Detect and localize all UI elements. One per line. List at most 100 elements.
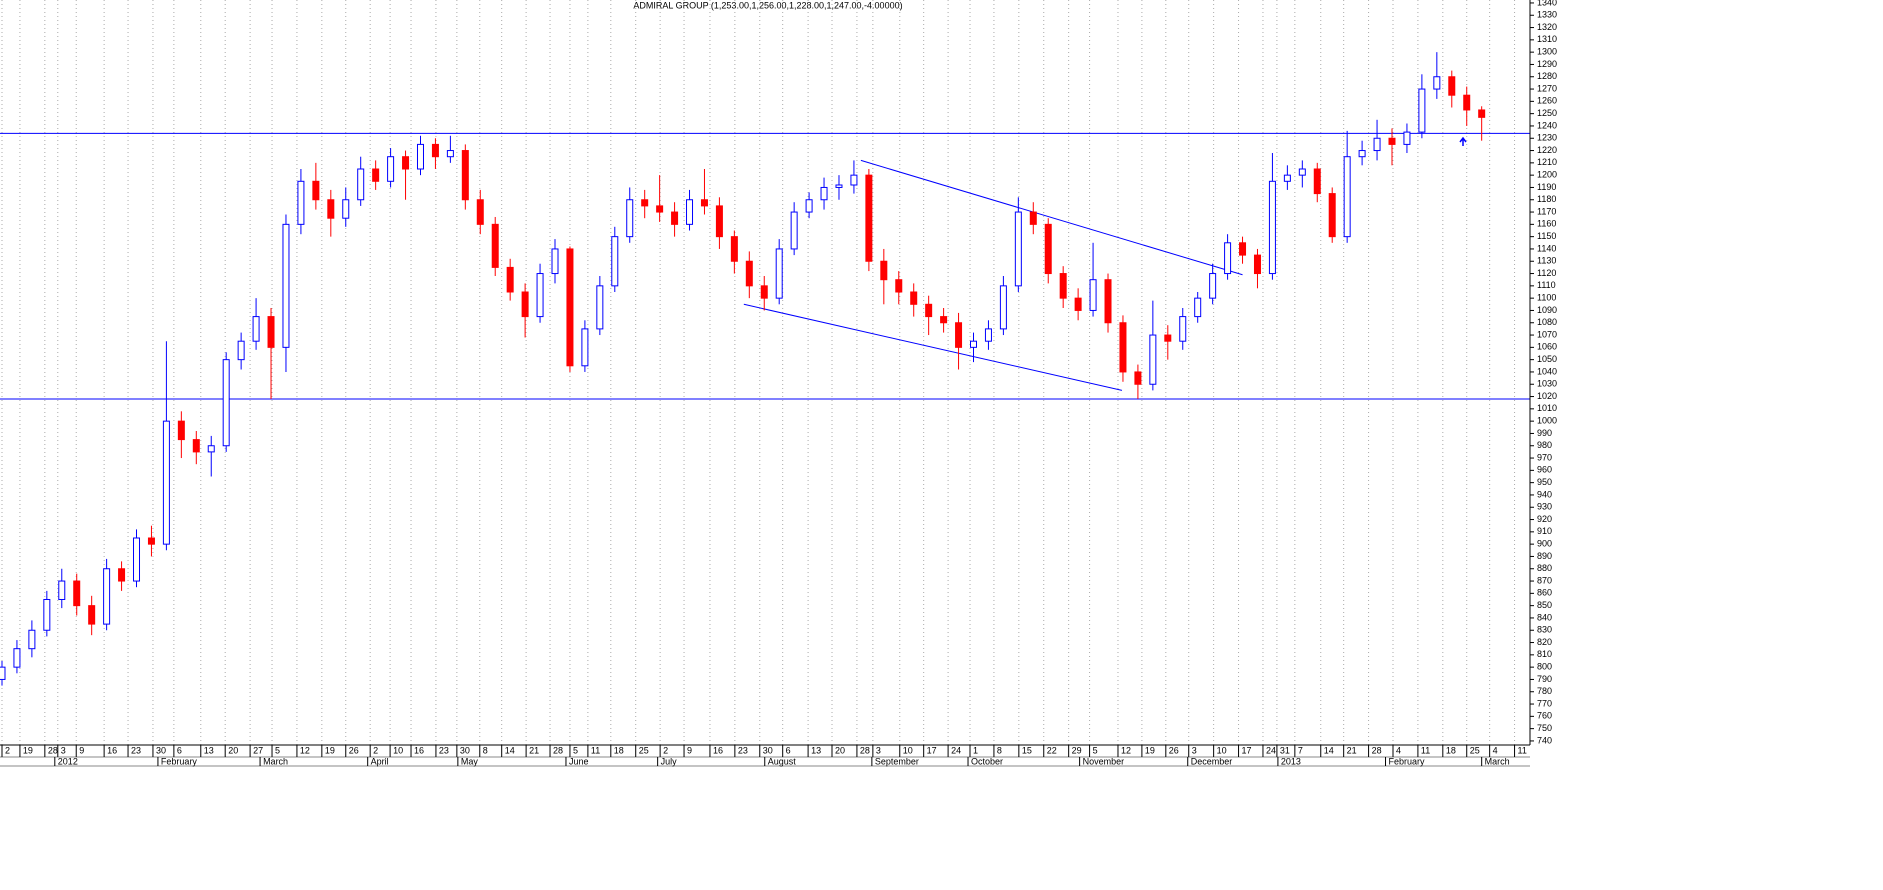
trend-line [743,303,1123,391]
x-tick-label: 3 [1192,745,1197,755]
x-tick-label: 4 [1493,745,1498,755]
candle-body [760,285,768,299]
x-tick-label: 27 [253,745,263,755]
candle-body [103,568,111,625]
candle-body [207,445,215,453]
y-tick-label: 1220 [1537,145,1557,155]
candle-body [1044,223,1052,275]
y-tick-label: 1170 [1537,206,1556,216]
x-tick-label: 17 [1242,745,1252,755]
x-tick-label: 24 [951,745,961,755]
y-tick-label: 970 [1537,452,1552,462]
candle-body [162,420,170,545]
x-tick-label: 16 [414,745,424,755]
x-tick-label: 17 [927,745,937,755]
candle-body [402,156,410,170]
candle-body [1358,150,1366,158]
x-tick-label: 23 [131,745,141,755]
candle-body [416,143,424,170]
candle-body [581,328,589,367]
y-tick-label: 960 [1537,465,1552,475]
y-tick-label: 740 [1537,735,1552,745]
x-tick-label: 5 [1093,745,1098,755]
candle-body [491,223,499,268]
y-tick-label: 820 [1537,637,1552,647]
x-tick-label: 7 [1298,745,1303,755]
x-tick-label: 28 [860,745,870,755]
x-tick-label: 21 [529,745,539,755]
x-tick-label: 12 [1121,745,1131,755]
candle-body [506,266,514,293]
month-label: July [661,756,678,766]
y-tick-label: 940 [1537,489,1552,499]
candle-body [566,248,574,367]
month-label: August [768,756,797,766]
candle-body [775,248,783,299]
y-tick-label: 1200 [1537,170,1557,180]
candle-body [521,291,529,318]
candle-body [641,199,649,207]
candle-body [1388,137,1396,145]
candle-body [700,199,708,207]
y-tick-label: 880 [1537,563,1552,573]
x-tick-label: 31 [1280,745,1290,755]
candle-body [1209,273,1217,299]
candle-body [1343,156,1351,238]
candle-body [551,248,559,275]
y-tick-label: 1320 [1537,22,1557,32]
x-tick-label: 28 [553,745,563,755]
candle-body [596,285,604,330]
x-tick-label: 10 [393,745,403,755]
x-tick-label: 26 [349,745,359,755]
y-tick-label: 990 [1537,428,1552,438]
y-tick-label: 1290 [1537,59,1557,69]
y-tick-label: 1020 [1537,391,1557,401]
x-tick-label: 16 [713,745,723,755]
candle-body [177,420,185,441]
x-tick-label: 22 [1047,745,1057,755]
y-tick-label: 780 [1537,686,1552,696]
candle-body [626,199,634,238]
candle-body [865,174,873,262]
month-label: November [1083,756,1125,766]
x-tick-label: 9 [687,745,692,755]
y-tick-label: 1110 [1537,280,1556,290]
x-tick-label: 28 [48,745,58,755]
candle-body [1418,88,1426,133]
y-tick-label: 1040 [1537,366,1557,376]
candle-body [611,236,619,287]
candle-body [73,580,81,607]
candle-body [282,223,290,348]
x-tick-label: 4 [1396,745,1401,755]
y-tick-label: 1260 [1537,96,1557,106]
candle-body [252,316,260,342]
x-tick-label: 30 [763,745,773,755]
x-tick-label: 13 [811,745,821,755]
candle-body [790,211,798,250]
y-tick-label: 1150 [1537,231,1556,241]
y-tick-label: 1060 [1537,342,1557,352]
candle-body [192,439,200,453]
y-tick-label: 1000 [1537,416,1557,426]
candle-body [730,236,738,262]
x-tick-label: 5 [275,745,280,755]
y-tick-label: 1180 [1537,194,1556,204]
candle-body [820,186,828,201]
x-tick-label: 20 [835,745,845,755]
x-tick-label: 14 [1324,745,1334,755]
candle-body [357,168,365,201]
candle-body [745,260,753,287]
x-tick-label: 13 [204,745,214,755]
grid [1,0,1516,745]
y-tick-label: 1050 [1537,354,1557,364]
y-tick-label: 840 [1537,612,1552,622]
x-tick-label: 9 [79,745,84,755]
month-label: April [371,756,389,766]
candle-body [1224,242,1232,275]
candle-body [1283,174,1291,182]
x-tick-label: 26 [1169,745,1179,755]
y-tick-label: 1080 [1537,317,1557,327]
y-tick-label: 1120 [1537,268,1556,278]
